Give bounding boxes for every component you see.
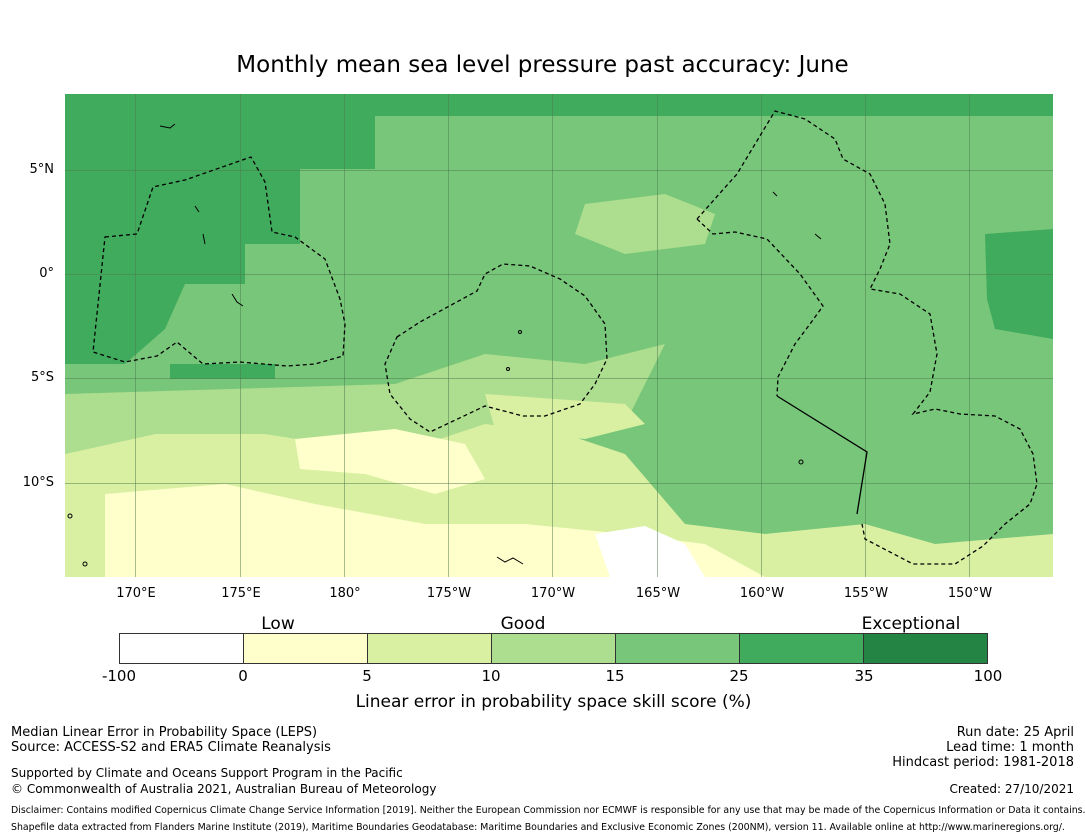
eez-kiribati-phoenix <box>384 263 608 433</box>
region-pale-green-central <box>575 194 715 254</box>
island <box>506 367 510 371</box>
region-pale-yellow-green-2 <box>485 394 645 439</box>
island <box>67 513 73 519</box>
eez-boundaries <box>92 110 1038 565</box>
colorbar-segment <box>492 634 616 663</box>
skill-score-map <box>65 94 1053 577</box>
lat-label-5s: 5°S <box>30 370 54 385</box>
footer-created: Created: 27/10/2021 <box>949 782 1074 796</box>
lon-label-175w: 175°W <box>426 586 472 601</box>
footer-lead-time: Lead time: 1 month <box>946 740 1074 755</box>
region-cream-1 <box>295 429 485 494</box>
colorbar-tick: 15 <box>605 667 625 685</box>
footer-run-date: Run date: 25 April <box>956 725 1074 740</box>
lon-label-180: 180° <box>329 586 361 601</box>
footer-support: Supported by Climate and Oceans Support … <box>11 766 403 780</box>
lat-label-5n: 5°N <box>29 162 55 177</box>
colorbar-segment <box>368 634 492 663</box>
colorbar-segment <box>120 634 244 663</box>
island <box>159 123 176 129</box>
legend-category-good: Good <box>500 614 546 634</box>
colorbar-segment <box>616 634 740 663</box>
colorbar-tick: 25 <box>729 667 749 685</box>
legend-category-low: Low <box>261 614 295 634</box>
colorbar-tick: -100 <box>101 667 137 685</box>
footer-method: Median Linear Error in Probability Space… <box>11 725 318 740</box>
lat-label-0: 0° <box>39 266 54 281</box>
colorbar-tick: 10 <box>481 667 501 685</box>
region-mid-green-ne <box>985 229 1053 339</box>
footer-source: Source: ACCESS-S2 and ERA5 Climate Reana… <box>11 740 331 755</box>
gridlines <box>65 94 1053 577</box>
island <box>798 459 804 465</box>
lat-label-10s: 10°S <box>22 475 54 490</box>
region-mid-green-band <box>170 364 275 379</box>
region-mid-green-nw-strip <box>65 94 1053 116</box>
legend-category-exceptional: Exceptional <box>861 614 961 634</box>
island <box>202 233 206 245</box>
eez-solid-boundary <box>776 395 868 515</box>
lon-label-160w: 160°W <box>739 586 785 601</box>
footer-shapefile-credit: Shapefile data extracted from Flanders M… <box>11 822 1065 833</box>
lon-label-175e: 175°E <box>221 586 261 601</box>
lon-label-155w: 155°W <box>843 586 889 601</box>
footer-disclaimer: Disclaimer: Contains modified Copernicus… <box>11 805 1085 816</box>
map-title: Monthly mean sea level pressure past acc… <box>236 52 849 78</box>
lon-label-170e: 170°E <box>116 586 156 601</box>
region-white <box>595 526 705 577</box>
island <box>231 293 244 307</box>
colorbar-tick: 35 <box>854 667 874 685</box>
island <box>814 233 822 240</box>
region-cream-2 <box>105 484 765 577</box>
island <box>194 205 200 213</box>
colorbar-tick: 0 <box>238 667 248 685</box>
islands <box>67 123 822 567</box>
colorbar-tick: 5 <box>362 667 372 685</box>
lon-label-150w: 150°W <box>947 586 993 601</box>
lon-label-165w: 165°W <box>635 586 681 601</box>
colorbar-segment <box>244 634 368 663</box>
colorbar-tick: 100 <box>973 667 1003 685</box>
colorbar <box>119 633 988 664</box>
colorbar-label: Linear error in probability space skill … <box>355 692 752 712</box>
colorbar-segment <box>864 634 987 663</box>
island <box>772 191 778 197</box>
footer-hindcast: Hindcast period: 1981-2018 <box>892 755 1074 770</box>
footer-copyright: © Commonwealth of Australia 2021, Austra… <box>11 782 437 796</box>
eez-kiribati-gilbert <box>92 156 346 367</box>
region-mid-green-west <box>65 94 375 364</box>
island <box>518 330 522 334</box>
island <box>496 556 524 565</box>
island <box>82 561 88 567</box>
colorbar-segment <box>740 634 864 663</box>
lon-label-170w: 170°W <box>530 586 576 601</box>
